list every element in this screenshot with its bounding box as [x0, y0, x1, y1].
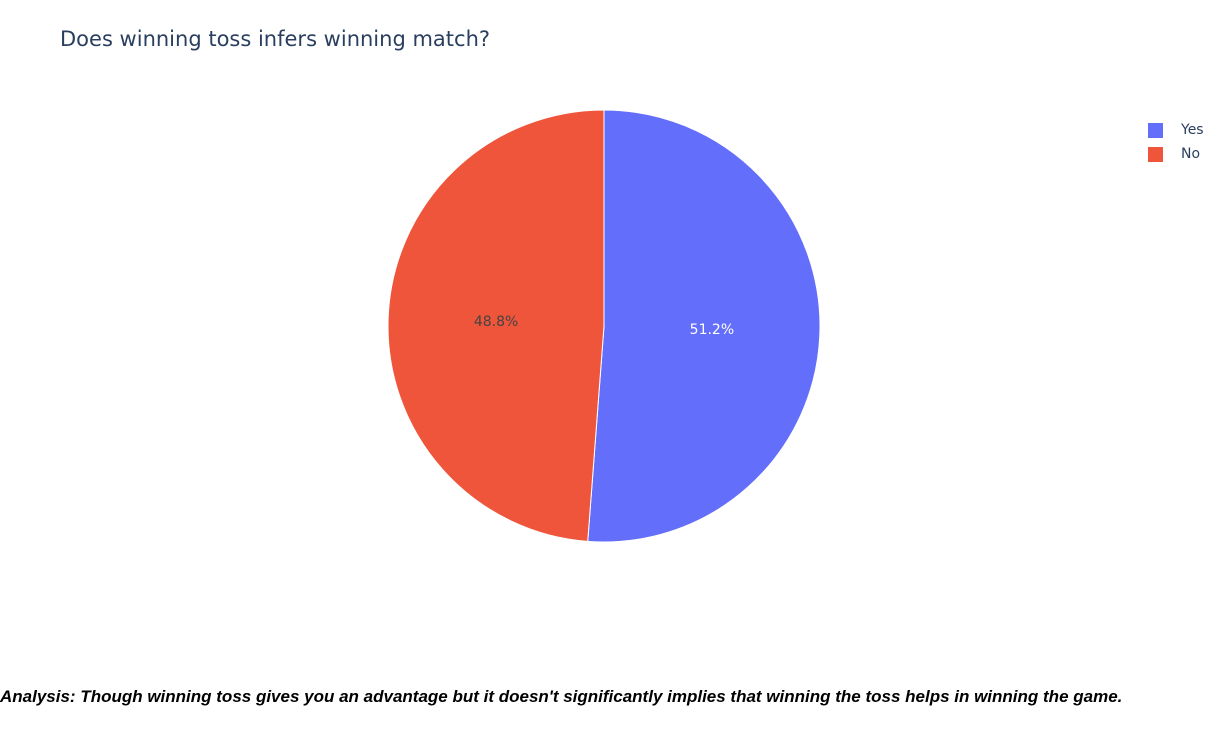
pie-slice-yes[interactable]: [587, 109, 821, 543]
pie-slices: [387, 109, 821, 543]
pie-slice-no[interactable]: [387, 109, 605, 542]
legend-swatch-no: [1148, 146, 1163, 162]
pie-slice-label-yes: 51.2%: [690, 322, 734, 338]
legend-item-no[interactable]: No: [1148, 142, 1204, 166]
legend: Yes No: [1148, 118, 1204, 166]
pie-slice-labels: 51.2% 48.8%: [474, 314, 734, 338]
legend-label-no: No: [1181, 146, 1201, 162]
chart-title: Does winning toss infers winning match?: [60, 27, 491, 51]
legend-swatch-yes: [1148, 122, 1163, 138]
legend-item-yes[interactable]: Yes: [1148, 118, 1204, 142]
legend-label-yes: Yes: [1181, 122, 1204, 138]
pie-slice-label-no: 48.8%: [474, 314, 518, 330]
analysis-text: Analysis: Though winning toss gives you …: [0, 687, 1123, 706]
